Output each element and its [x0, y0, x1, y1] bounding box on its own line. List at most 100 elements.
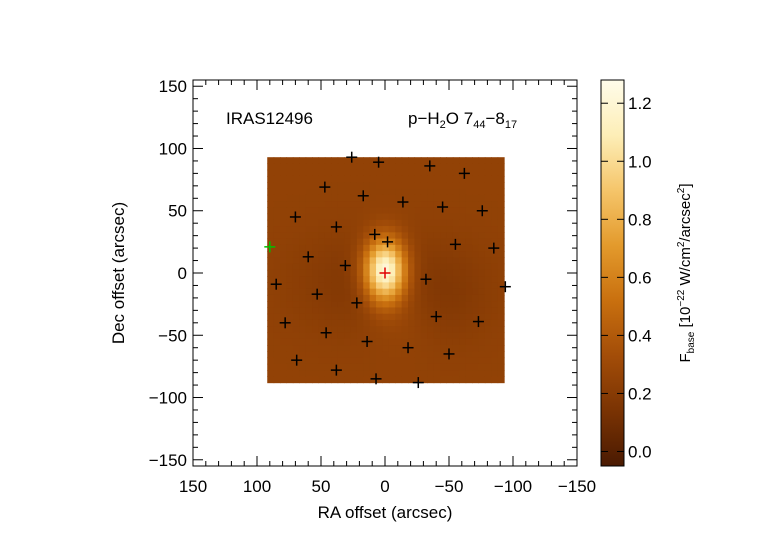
map-pixel: [376, 157, 384, 165]
map-pixel: [280, 288, 288, 296]
map-pixel: [478, 175, 486, 183]
map-pixel: [337, 257, 345, 265]
map-pixel: [299, 257, 307, 265]
map-pixel: [318, 269, 326, 277]
map-pixel: [440, 338, 448, 346]
map-pixel: [324, 326, 332, 334]
map-pixel: [478, 351, 486, 359]
map-pixel: [433, 332, 441, 340]
source-name-label: IRAS12496: [226, 109, 313, 128]
map-pixel: [305, 157, 313, 165]
map-pixel: [280, 182, 288, 190]
map-pixel: [465, 157, 473, 165]
map-pixel: [446, 288, 454, 296]
map-pixel: [273, 313, 281, 321]
map-pixel: [376, 213, 384, 221]
map-pixel: [491, 175, 499, 183]
map-pixel: [459, 345, 467, 352]
map-pixel: [452, 376, 460, 384]
map-pixel: [331, 194, 339, 202]
map-pixel: [286, 232, 294, 240]
map-pixel: [369, 357, 377, 365]
map-pixel: [491, 182, 499, 190]
map-pixel: [427, 294, 435, 302]
map-pixel: [401, 188, 409, 196]
map-pixel: [382, 219, 390, 227]
map-pixel: [363, 363, 371, 371]
map-pixel: [408, 282, 416, 290]
map-pixel: [459, 370, 467, 377]
map-pixel: [440, 345, 448, 352]
map-pixel: [376, 194, 384, 202]
map-pixel: [318, 175, 326, 183]
map-pixel: [440, 213, 448, 221]
map-pixel: [401, 201, 409, 208]
map-pixel: [369, 207, 377, 215]
map-pixel: [491, 157, 499, 165]
map-pixel: [459, 313, 467, 321]
map-pixel: [305, 219, 313, 227]
map-pixel: [465, 226, 473, 233]
map-pixel: [267, 269, 275, 277]
map-pixel: [440, 332, 448, 340]
map-pixel: [369, 326, 377, 334]
map-pixel: [478, 370, 486, 377]
map-pixel: [401, 313, 409, 321]
map-pixel: [459, 282, 467, 290]
map-pixel: [408, 251, 416, 258]
map-pixel: [331, 263, 339, 271]
map-pixel: [337, 213, 345, 221]
map-pixel: [427, 232, 435, 240]
map-pixel: [452, 194, 460, 202]
map-pixel: [484, 357, 492, 365]
map-pixel: [356, 169, 364, 177]
map-pixel: [440, 313, 448, 321]
map-pixel: [324, 345, 332, 352]
map-pixel: [273, 326, 281, 334]
map-pixel: [299, 288, 307, 296]
map-pixel: [484, 213, 492, 221]
map-pixel: [484, 163, 492, 171]
map-pixel: [401, 157, 409, 165]
colorbar-tick-label: 0.4: [628, 326, 652, 345]
map-pixel: [292, 263, 300, 271]
map-pixel: [292, 157, 300, 165]
map-pixel: [395, 376, 403, 384]
map-pixel: [491, 263, 499, 271]
map-pixel: [491, 313, 499, 321]
map-pixel: [472, 257, 480, 265]
map-pixel: [382, 201, 390, 208]
map-pixel: [408, 307, 416, 315]
spaxel-marker: [357, 190, 369, 202]
map-pixel: [292, 194, 300, 202]
map-pixel: [427, 376, 435, 384]
map-pixel: [273, 363, 281, 371]
map-pixel: [414, 326, 422, 334]
map-pixel: [433, 169, 441, 177]
map-pixel: [286, 332, 294, 340]
map-pixel: [273, 345, 281, 352]
map-pixel: [388, 319, 396, 327]
map-pixel: [369, 276, 377, 284]
map-pixel: [331, 276, 339, 284]
map-pixel: [337, 163, 345, 171]
map-pixel: [420, 219, 428, 227]
map-pixel: [292, 238, 300, 246]
map-pixel: [280, 294, 288, 302]
map-pixel: [344, 194, 352, 202]
map-pixel: [356, 213, 364, 221]
spaxel-marker: [279, 317, 291, 329]
map-pixel: [472, 194, 480, 202]
map-pixel: [497, 257, 505, 265]
map-pixel: [388, 326, 396, 334]
map-pixel: [337, 313, 345, 321]
map-pixel: [350, 294, 358, 302]
map-pixel: [401, 163, 409, 171]
map-pixel: [465, 276, 473, 284]
map-pixel: [356, 288, 364, 296]
map-pixel: [382, 251, 390, 258]
map-pixel: [459, 269, 467, 277]
map-pixel: [369, 163, 377, 171]
map-pixel: [324, 269, 332, 277]
